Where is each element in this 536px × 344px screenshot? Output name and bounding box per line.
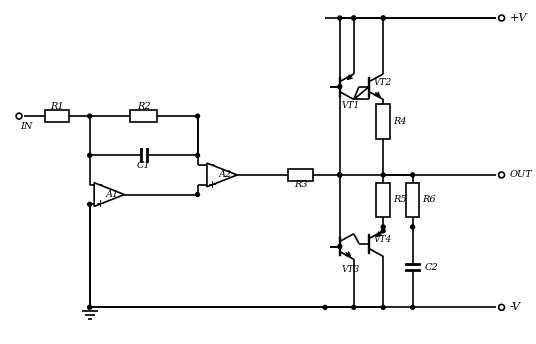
Text: -V: -V <box>509 302 520 312</box>
Circle shape <box>381 16 385 20</box>
Circle shape <box>338 173 342 177</box>
Text: +: + <box>95 199 105 209</box>
Circle shape <box>411 173 414 177</box>
Circle shape <box>196 114 199 118</box>
Text: VT2: VT2 <box>373 78 391 87</box>
Text: C1: C1 <box>137 161 151 170</box>
Circle shape <box>196 193 199 196</box>
Text: R2: R2 <box>137 102 151 111</box>
Text: IN: IN <box>20 122 32 131</box>
Circle shape <box>338 173 342 177</box>
Circle shape <box>411 305 414 309</box>
Circle shape <box>196 153 199 157</box>
Text: VT4: VT4 <box>373 235 391 244</box>
Bar <box>130 110 158 122</box>
Circle shape <box>352 16 356 20</box>
Circle shape <box>338 245 342 248</box>
Circle shape <box>352 305 356 309</box>
Circle shape <box>88 202 92 206</box>
Circle shape <box>88 114 92 118</box>
Text: VT1: VT1 <box>342 101 360 110</box>
Circle shape <box>88 305 92 309</box>
Text: -: - <box>98 180 102 190</box>
Circle shape <box>338 85 342 89</box>
Bar <box>376 104 390 139</box>
Circle shape <box>411 225 414 229</box>
Text: VT3: VT3 <box>342 265 360 274</box>
Text: A2: A2 <box>218 170 232 180</box>
Text: R1: R1 <box>50 102 64 111</box>
Circle shape <box>498 15 504 21</box>
Bar <box>376 183 390 217</box>
Text: +V: +V <box>509 13 527 23</box>
Circle shape <box>498 172 504 178</box>
Circle shape <box>352 16 356 20</box>
Polygon shape <box>207 163 237 187</box>
Circle shape <box>323 305 327 309</box>
Text: C2: C2 <box>425 262 438 272</box>
Circle shape <box>381 229 385 233</box>
Circle shape <box>338 16 342 20</box>
Text: OUT: OUT <box>509 170 532 180</box>
Circle shape <box>498 304 504 310</box>
Text: R5: R5 <box>393 195 407 204</box>
Text: R6: R6 <box>422 195 436 204</box>
Circle shape <box>338 173 342 177</box>
Circle shape <box>381 16 385 20</box>
Polygon shape <box>94 183 124 206</box>
Text: R4: R4 <box>393 117 407 126</box>
Text: R3: R3 <box>294 180 307 189</box>
Bar <box>288 169 313 181</box>
Circle shape <box>16 113 22 119</box>
Bar <box>406 183 420 217</box>
Text: +: + <box>208 180 218 190</box>
Text: -: - <box>211 160 215 170</box>
Circle shape <box>88 153 92 157</box>
Text: A1: A1 <box>106 190 119 199</box>
Bar <box>45 110 69 122</box>
Circle shape <box>381 305 385 309</box>
Circle shape <box>381 173 385 177</box>
Circle shape <box>381 225 385 229</box>
